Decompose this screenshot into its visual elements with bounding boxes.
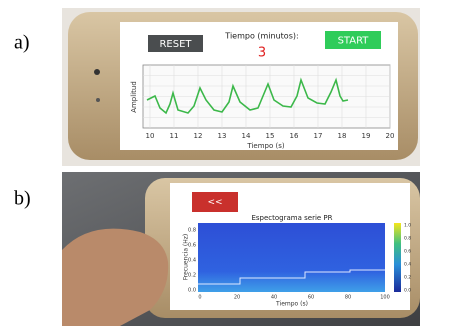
colorbar-tick-label: 1.0 xyxy=(404,223,411,229)
x-tick-label: 14 xyxy=(242,132,251,140)
back-button-text: << xyxy=(207,198,222,208)
x-tick-label: 0 xyxy=(198,295,201,301)
start-button-text: START xyxy=(338,36,370,47)
x-tick-label: 18 xyxy=(338,132,347,140)
colorbar-tick-label: 0.8 xyxy=(404,236,411,242)
timer-value: 3 xyxy=(258,46,266,61)
spectrogram xyxy=(198,223,385,292)
x-tick-label: 100 xyxy=(380,295,390,301)
panel-label: b) xyxy=(14,188,31,210)
colorbar-tick-label: 0.0 xyxy=(404,288,411,294)
y-tick-label: 0.4 xyxy=(188,258,196,264)
x-tick-label: 16 xyxy=(290,132,299,140)
y-tick-label: 0.8 xyxy=(188,228,196,234)
x-tick-label: 60 xyxy=(308,295,314,301)
x-tick-label: 13 xyxy=(218,132,227,140)
reset-button-text: RESET xyxy=(159,39,192,50)
y-tick-label: 0.6 xyxy=(188,243,196,249)
x-tick-label: 11 xyxy=(170,132,179,140)
colorbar-tick-label: 0.6 xyxy=(404,249,411,255)
phone-camera xyxy=(94,69,100,75)
panel-label: a) xyxy=(14,32,30,54)
x-tick-label: 17 xyxy=(314,132,323,140)
x-tick-label: 80 xyxy=(345,295,351,301)
y-axis-label: Amplitud xyxy=(130,81,138,113)
x-axis-label: Tiempo (s) xyxy=(275,301,308,308)
colorbar-tick-label: 0.4 xyxy=(404,262,411,268)
colorbar-tick-label: 0.2 xyxy=(404,275,411,281)
figure: a) RESET Tiempo (minutos): 3 START Ampli… xyxy=(0,0,468,326)
phone-sensor xyxy=(96,98,100,102)
plot-title: Espectograma serie PR xyxy=(251,214,332,222)
x-axis-label: Tiempo (s) xyxy=(246,142,284,150)
x-tick-label: 20 xyxy=(234,295,240,301)
colorbar xyxy=(394,223,401,292)
x-tick-label: 10 xyxy=(146,132,155,140)
x-tick-label: 19 xyxy=(362,132,371,140)
x-tick-label: 20 xyxy=(386,132,395,140)
timer-label: Tiempo (minutos): xyxy=(224,32,298,41)
y-tick-label: 0.2 xyxy=(188,273,196,279)
y-tick-label: 0.0 xyxy=(188,288,196,294)
x-tick-label: 15 xyxy=(266,132,275,140)
x-tick-label: 12 xyxy=(194,132,203,140)
